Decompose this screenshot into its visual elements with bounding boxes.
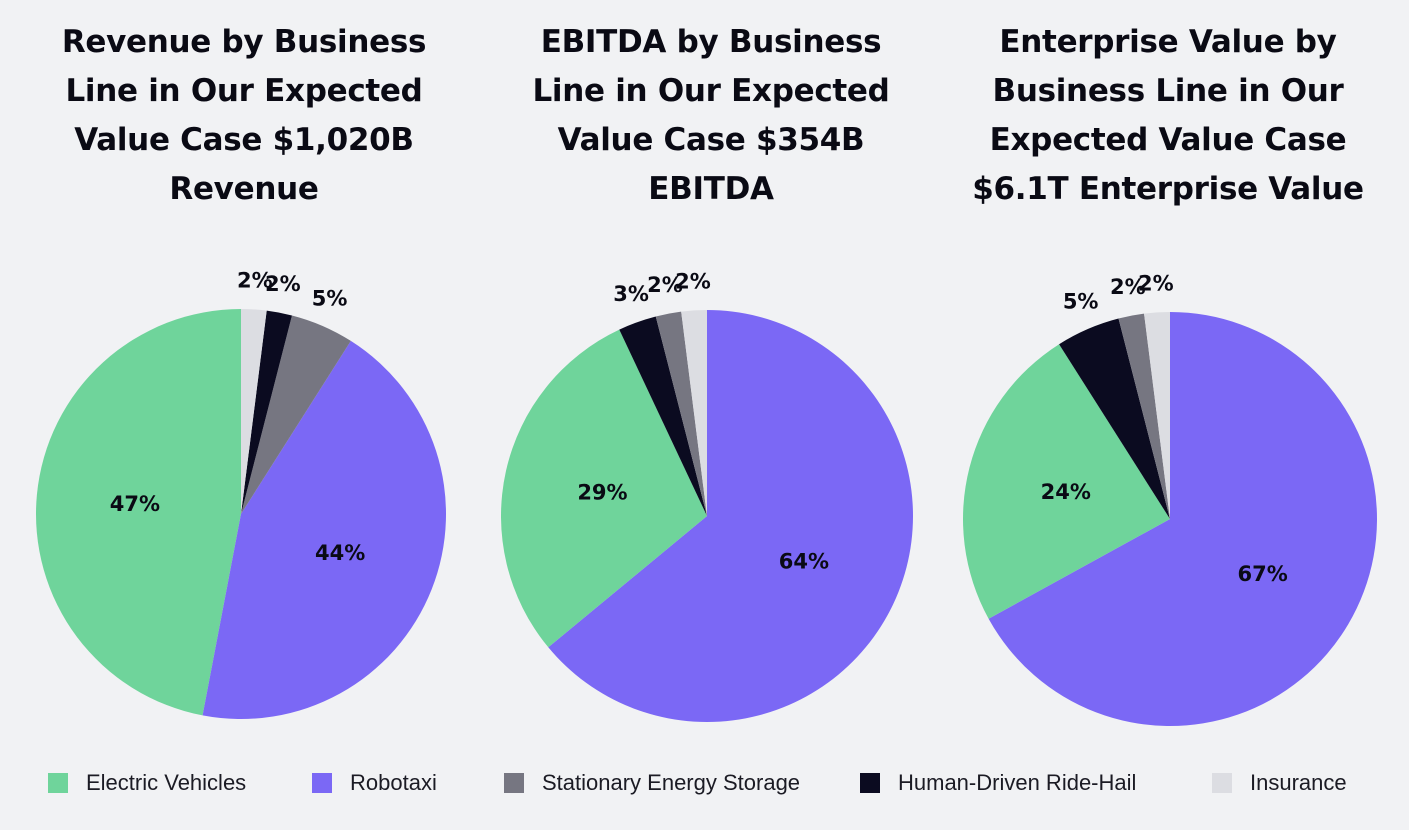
pie-slice-robotaxi [988,312,1377,726]
slice-label: 2% [265,272,301,296]
pie-slice-robotaxi [202,340,447,720]
slice-label: 5% [1063,290,1099,314]
slice-label: 29% [577,481,627,505]
title-line: $6.1T Enterprise Value [972,171,1364,207]
title-line: Expected Value Case [989,122,1347,158]
slice-label: 24% [1041,480,1091,504]
title-line: Enterprise Value by [999,24,1337,60]
legend-label: Stationary Energy Storage [542,770,801,795]
pie-slice-human-driven-ride-hail [1059,318,1170,519]
slice-label: 2% [1138,271,1174,295]
pie-charts-canvas: 47%44%5%2%2%64%29%2%2%3%67%24%2%2%5% [35,268,1377,726]
pie-chart-3: 67% 24% 2%2% 5% [962,271,1377,726]
legend-label: Human-Driven Ride-Hail [898,770,1137,795]
legend-item-electric-vehicles: Electric Vehicles [48,766,246,800]
legend-item-stationary-energy-storage: Stationary Energy Storage [504,766,800,800]
chart-title-enterprise-value: Enterprise Value by Business Line in Our… [958,18,1378,214]
legend-swatch [48,773,68,793]
slice-label: 3% [613,282,649,306]
legend-item-human-driven-ride-hail: Human-Driven Ride-Hail [860,766,1136,800]
slice-label: 47% [110,492,160,516]
legend-item-insurance: Insurance [1212,766,1347,800]
title-line: EBITDA by Business [540,24,882,60]
pie-slice-electric-vehicles [501,329,707,648]
pie-slice-stationary-energy-storage [241,315,351,514]
legend-swatch [312,773,332,793]
title-line: Value Case $354B [557,122,865,158]
title-line: Business Line in Our [992,73,1344,109]
chart-title-revenue: Revenue by Business Line in Our Expected… [34,18,454,214]
slice-label: 5% [312,286,348,310]
legend-label: Insurance [1250,770,1347,795]
slice-label: 67% [1238,562,1288,586]
legend: Electric Vehicles Robotaxi Stationary En… [0,766,1409,800]
legend-label: Electric Vehicles [86,770,247,795]
legend-swatch [1212,773,1232,793]
pie-slice-electric-vehicles [962,344,1170,619]
pie-slice-insurance [241,309,267,514]
title-line: Value Case $1,020B [74,122,414,158]
legend-label: Robotaxi [350,770,437,795]
pie-slice-electric-vehicles [35,309,242,716]
pie-slice-insurance [681,310,707,516]
chart-title-ebitda: EBITDA by Business Line in Our Expected … [501,18,921,214]
pie-chart-2: 64%29%2%2%3% [501,269,914,723]
legend-item-robotaxi: Robotaxi [312,766,437,800]
pie-chart-1: 47% 44% 5% 2%2% [35,268,447,720]
title-line: Revenue by Business [61,24,427,60]
slice-label: 2% [237,268,273,292]
slice-label: 44% [315,541,365,565]
pie-slice-human-driven-ride-hail [241,310,292,514]
legend-swatch [504,773,524,793]
slice-label: 2% [647,273,683,297]
slice-label: 2% [675,269,711,293]
title-line: Line in Our Expected [532,73,890,109]
title-line: Revenue [169,171,319,207]
pie-slice-human-driven-ride-hail [619,316,707,516]
slice-label: 64% [779,550,829,574]
pie-slice-insurance [1144,312,1170,519]
pie-slice-stationary-energy-storage [1118,313,1170,519]
title-line: EBITDA [648,171,774,207]
pie-slice-robotaxi [548,310,914,723]
pie-slice-stationary-energy-storage [655,311,707,516]
legend-swatch [860,773,880,793]
slice-label: 2% [1110,275,1146,299]
title-line: Line in Our Expected [65,73,423,109]
